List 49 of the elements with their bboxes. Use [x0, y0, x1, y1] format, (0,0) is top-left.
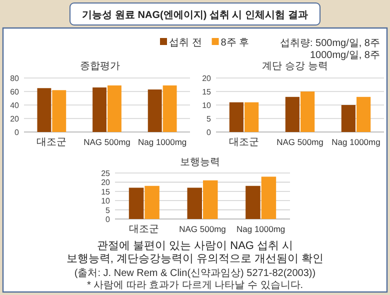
- bar: [229, 102, 244, 132]
- y-tick-label: 20: [10, 114, 20, 124]
- y-tick-label: 10: [101, 196, 111, 206]
- x-tick-label: NAG 500mg: [276, 137, 324, 147]
- chart-title: 계단 승강 능력: [262, 61, 328, 72]
- text: 1000mg/일, 8주: [310, 50, 380, 61]
- x-tick-label: Nag 1000mg: [138, 137, 187, 147]
- bar: [341, 105, 356, 132]
- x-tick-label: 대조군: [36, 137, 67, 148]
- bar: [285, 96, 300, 132]
- text: 섭취량: 500mg/일, 8주: [280, 38, 380, 49]
- y-tick-label: 10: [202, 101, 212, 110]
- legend-label: 섭취 전: [169, 38, 202, 48]
- bar: [356, 96, 371, 132]
- legend-label: 8주 후: [220, 38, 250, 48]
- y-tick-label: 25: [101, 169, 111, 178]
- bar: [187, 188, 202, 219]
- y-tick-label: 5: [106, 206, 111, 215]
- y-tick-label: 0: [106, 215, 111, 224]
- text: 보행능력, 계단승강능력이 유의적으로 개선됨이 확인: [66, 253, 324, 265]
- y-tick-label: 80: [10, 74, 20, 83]
- y-tick-label: 0: [14, 128, 20, 137]
- text: * 사람에 따라 효과가 다르게 나타날 수 있습니다.: [86, 280, 304, 291]
- y-tick-label: 0: [206, 128, 212, 137]
- y-tick-label: 60: [10, 88, 20, 96]
- bar: [244, 102, 259, 132]
- bar: [144, 186, 160, 219]
- bar: [261, 176, 276, 219]
- y-tick-label: 40: [10, 101, 20, 110]
- y-tick-label: 20: [202, 74, 212, 83]
- x-tick-label: 대조군: [229, 137, 259, 148]
- text: (출처: J. New Rem & Clin(신약과임상) 5271-82(2003)): [74, 268, 316, 279]
- x-tick-label: NAG 500mg: [179, 224, 226, 234]
- bar: [203, 180, 218, 219]
- bar: [300, 92, 315, 132]
- bar: [128, 188, 144, 219]
- y-tick-label: 15: [202, 88, 212, 96]
- x-tick-label: Nag 1000mg: [332, 137, 381, 147]
- y-tick-label: 15: [101, 187, 111, 196]
- y-tick-label: 20: [101, 178, 111, 188]
- y-tick-label: 5: [206, 114, 212, 124]
- text: 관절에 불편이 있는 사람이 NAG 섭취 시: [96, 240, 294, 252]
- x-tick-label: 대조군: [129, 224, 160, 235]
- chart-title: 보행능력: [180, 157, 220, 168]
- x-tick-label: Nag 1000mg: [236, 224, 286, 234]
- bar: [246, 186, 260, 219]
- text: 기능성 원료 NAG(엔에이지) 섭취 시 인체시험 결과: [82, 10, 308, 21]
- chart-title: 종합평가: [80, 61, 120, 72]
- x-tick-label: NAG 500mg: [84, 137, 131, 147]
